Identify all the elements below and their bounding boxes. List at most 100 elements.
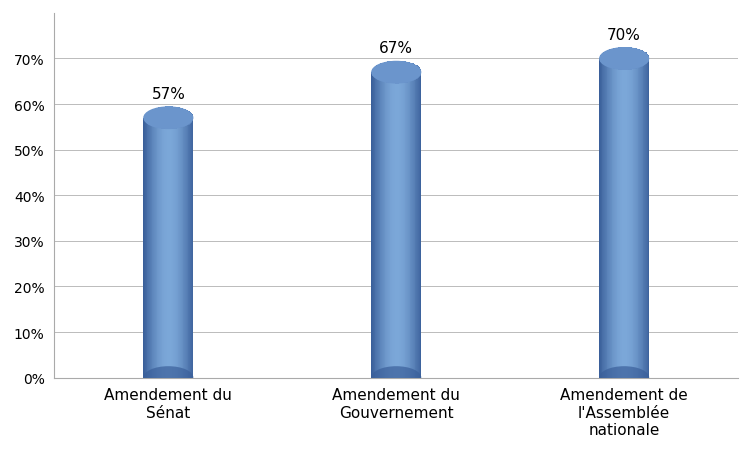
Bar [621, 60, 622, 378]
Bar [372, 69, 374, 77]
Bar [616, 60, 617, 378]
Bar [380, 64, 381, 82]
Bar [644, 52, 645, 66]
Bar [162, 107, 163, 129]
Bar [420, 73, 421, 378]
Bar [184, 110, 186, 127]
Bar [376, 66, 378, 80]
Bar [157, 108, 158, 129]
Bar [170, 119, 171, 378]
Bar [609, 60, 610, 378]
Text: 67%: 67% [379, 41, 414, 56]
Bar [641, 51, 643, 68]
Bar [419, 73, 420, 378]
Bar [635, 49, 637, 69]
Bar [622, 48, 623, 71]
Bar [417, 67, 419, 79]
Bar [404, 62, 405, 84]
Bar [159, 108, 161, 129]
Bar [390, 62, 391, 84]
Bar [610, 60, 611, 378]
Bar [191, 114, 193, 124]
Bar [159, 119, 160, 378]
Bar [383, 73, 384, 378]
Bar [175, 119, 176, 378]
Bar [394, 62, 395, 84]
Bar [640, 60, 641, 378]
Bar [153, 119, 154, 378]
Bar [646, 60, 647, 378]
Bar [619, 48, 620, 70]
Bar [406, 73, 407, 378]
Bar [177, 119, 178, 378]
Bar [408, 63, 409, 83]
Bar [606, 60, 607, 378]
Bar [394, 73, 395, 378]
Bar [378, 65, 379, 81]
Bar [402, 73, 403, 378]
Bar [393, 62, 394, 84]
Bar [628, 48, 629, 71]
Bar [388, 73, 389, 378]
Bar [608, 51, 609, 68]
Bar [180, 119, 182, 378]
Bar [399, 73, 400, 378]
Bar [191, 119, 192, 378]
Bar [633, 60, 634, 378]
Bar [410, 73, 411, 378]
Bar [411, 64, 413, 82]
Bar [145, 119, 146, 378]
Bar [185, 119, 186, 378]
Bar [645, 60, 646, 378]
Bar [176, 119, 177, 378]
Bar [161, 108, 162, 129]
Bar [380, 73, 381, 378]
Bar [186, 119, 187, 378]
Bar [636, 60, 637, 378]
Bar [184, 119, 185, 378]
Bar [613, 49, 614, 69]
Bar [619, 60, 620, 378]
Bar [647, 55, 648, 64]
Bar [186, 110, 187, 127]
Bar [167, 119, 168, 378]
Bar [171, 119, 172, 378]
Bar [172, 119, 173, 378]
Bar [626, 60, 627, 378]
Bar [192, 119, 193, 378]
Bar [395, 62, 396, 84]
Bar [174, 119, 175, 378]
Bar [147, 119, 148, 378]
Ellipse shape [599, 366, 649, 389]
Bar [187, 119, 189, 378]
Bar [378, 73, 379, 378]
Bar [372, 73, 373, 378]
Bar [648, 56, 649, 63]
Bar [633, 49, 634, 70]
Bar [630, 60, 631, 378]
Bar [639, 60, 640, 378]
Bar [631, 60, 632, 378]
Bar [375, 73, 376, 378]
Ellipse shape [371, 366, 421, 389]
Bar [643, 52, 644, 67]
Bar [382, 73, 383, 378]
Bar [379, 73, 380, 378]
Bar [153, 110, 154, 128]
Bar [169, 119, 170, 378]
Bar [641, 60, 642, 378]
Bar [632, 60, 633, 378]
Bar [190, 112, 191, 124]
Bar [618, 48, 619, 70]
Bar [146, 114, 147, 124]
Bar [611, 50, 613, 69]
Bar [165, 107, 167, 130]
Bar [156, 109, 157, 129]
Bar [371, 73, 372, 378]
Bar [605, 52, 607, 67]
Bar [393, 73, 394, 378]
Bar [373, 73, 374, 378]
Bar [383, 64, 384, 83]
Bar [647, 60, 648, 378]
Bar [415, 73, 417, 378]
